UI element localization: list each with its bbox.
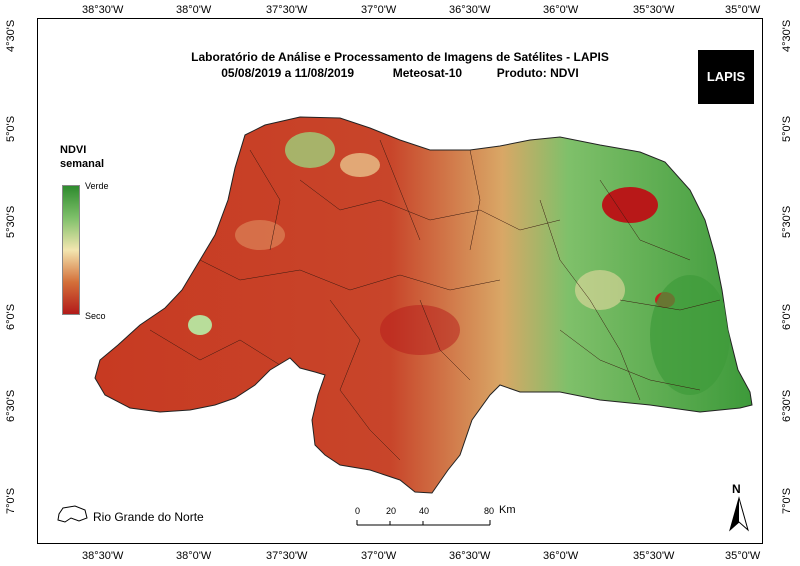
lon-label-top-7: 35°30'W [633, 4, 675, 16]
legend-title: NDVI semanal [60, 143, 104, 171]
period-text: 05/08/2019 a 11/08/2019 [221, 66, 355, 80]
legend-low-label: Seco [85, 311, 106, 321]
lon-label-top-8: 35°0'W [725, 4, 761, 16]
map-title: Laboratório de Análise e Processamento d… [191, 50, 609, 64]
lon-label-bottom-1: 38°30'W [82, 550, 124, 562]
lon-label-top-3: 37°30'W [266, 4, 308, 16]
ndvi-patches [188, 132, 730, 395]
state-label: Rio Grande do Norte [93, 510, 204, 524]
north-arrow-label: N [732, 482, 741, 496]
lon-label-bottom-5: 36°30'W [449, 550, 491, 562]
product-text: Produto: NDVI [496, 66, 579, 80]
north-arrow-icon [729, 496, 749, 532]
legend-title-line2: semanal [60, 158, 105, 170]
lon-label-top-2: 38°0'W [176, 4, 212, 16]
lon-label-bottom-6: 36°0'W [543, 550, 579, 562]
scale-unit: Km [499, 504, 516, 516]
lon-label-top-6: 36°0'W [543, 4, 579, 16]
rio-grande-do-norte-ndvi [94, 116, 753, 494]
map-subtitle: 05/08/2019 a 11/08/2019 Meteosat-10 Prod… [0, 66, 800, 80]
lon-label-bottom-7: 35°30'W [633, 550, 675, 562]
scale-tick-0: 0 [355, 506, 361, 516]
scale-tick-40: 40 [419, 506, 430, 516]
legend-high-label: Verde [85, 181, 109, 191]
scale-bar [356, 520, 491, 526]
municipality-borders [149, 139, 721, 461]
lon-label-bottom-2: 38°0'W [176, 550, 212, 562]
scale-tick-80: 80 [484, 506, 495, 516]
lapis-logo: LAPIS [698, 50, 754, 104]
lon-label-top-4: 37°0'W [361, 4, 397, 16]
lapis-logo-text: LAPIS [706, 69, 746, 84]
ndvi-color-ramp [62, 185, 80, 315]
lon-label-top-5: 36°30'W [449, 4, 491, 16]
lon-label-bottom-4: 37°0'W [361, 550, 397, 562]
lon-label-bottom-8: 35°0'W [725, 550, 761, 562]
scale-tick-20: 20 [386, 506, 397, 516]
satellite-text: Meteosat-10 [392, 66, 463, 80]
state-outline-icon [57, 505, 88, 523]
lon-label-top-1: 38°30'W [82, 4, 124, 16]
lon-label-bottom-3: 37°30'W [266, 550, 308, 562]
legend-title-line1: NDVI [60, 144, 87, 156]
